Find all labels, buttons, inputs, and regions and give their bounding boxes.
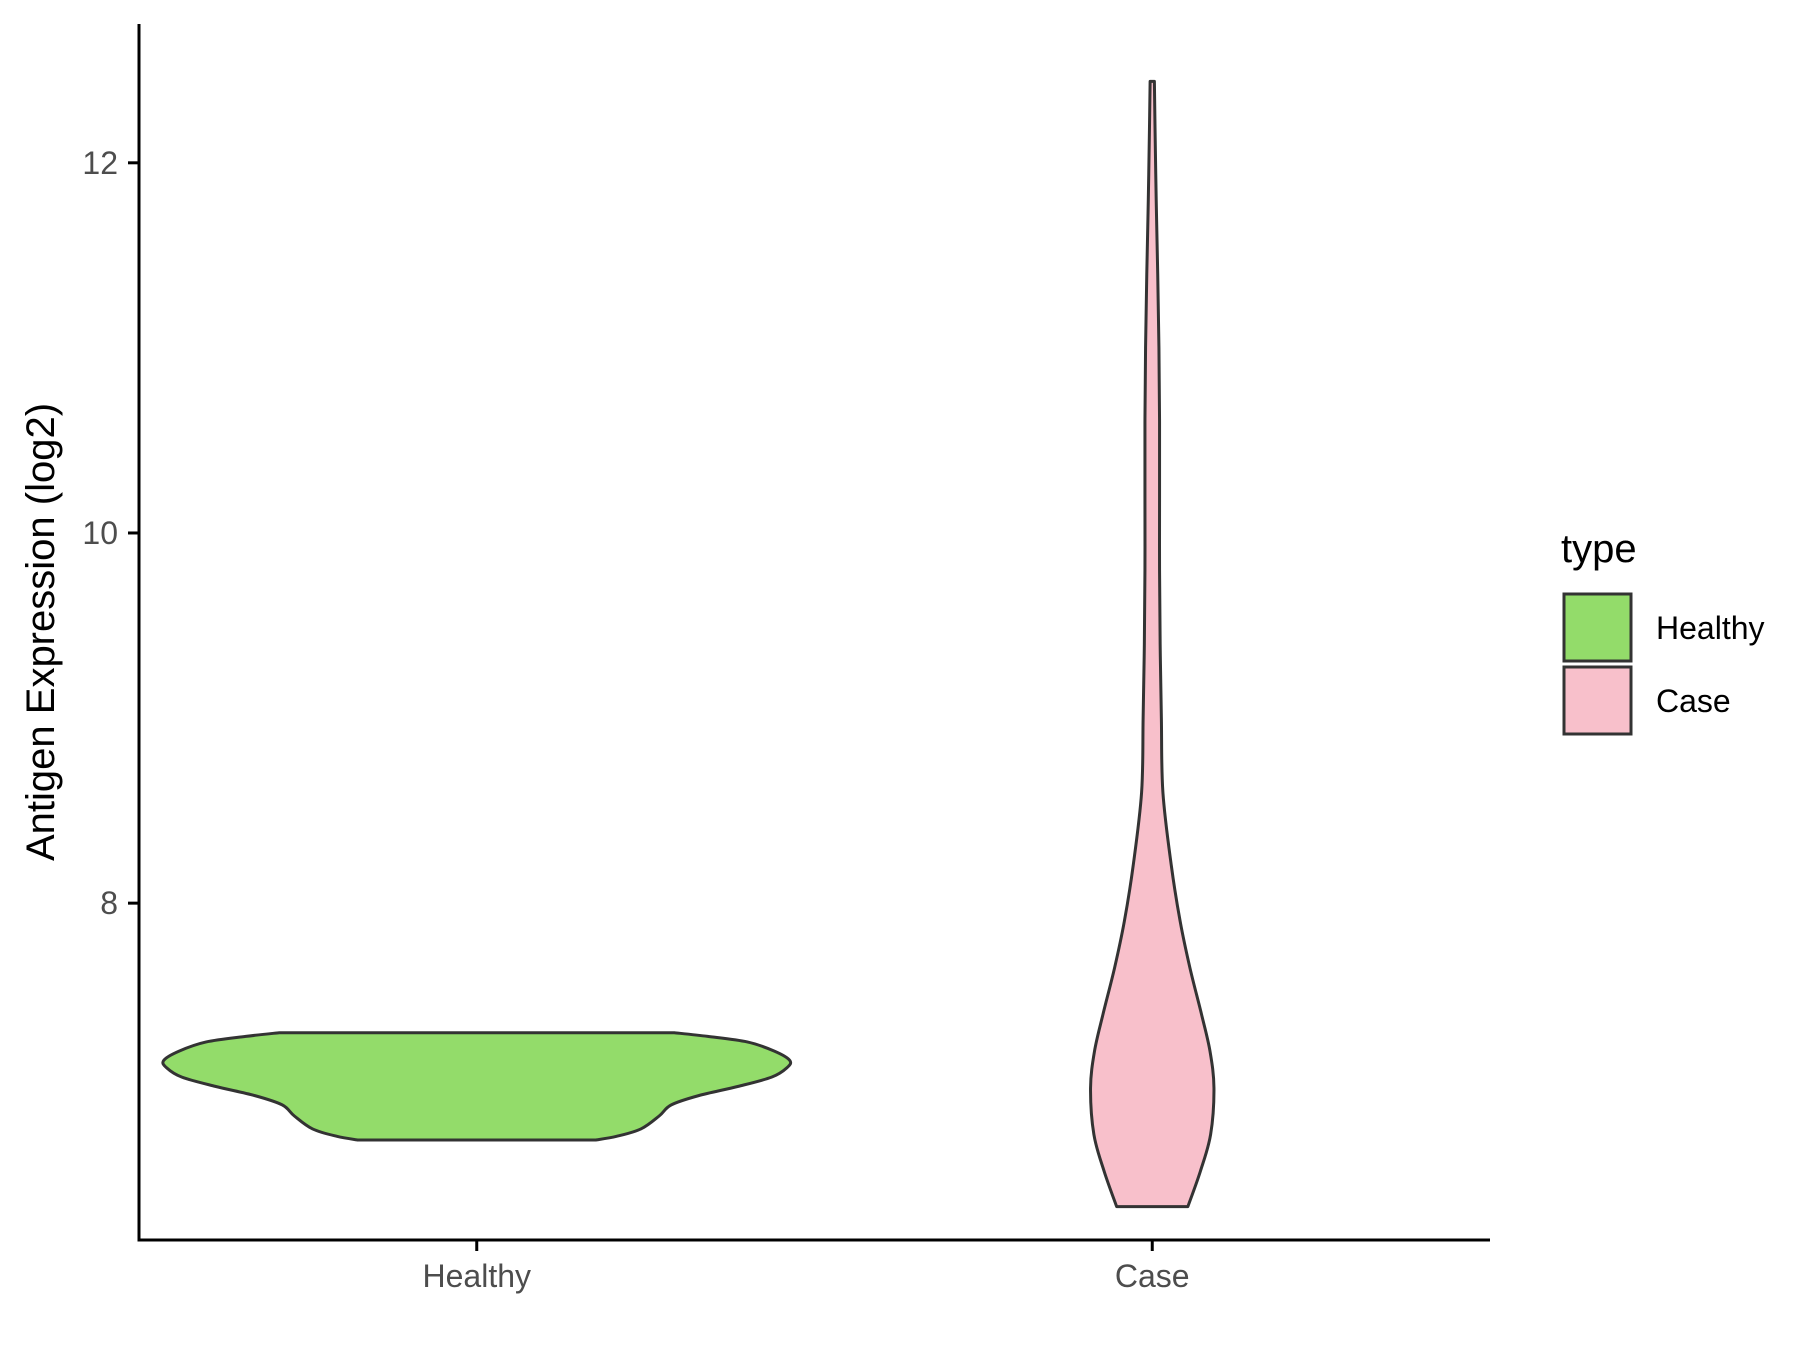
legend-key-healthy [1562,592,1633,663]
violin-healthy [161,1031,793,1142]
legend-label-healthy: Healthy [1656,610,1765,646]
axes-layer: 8 10 12 Healthy Case [82,24,1490,1294]
legend-label-case: Case [1656,683,1731,719]
violins-layer [161,79,1216,1209]
legend-key-case [1562,665,1633,736]
x-ticks: Healthy Case [423,1240,1190,1294]
legend-entries: Healthy Case [1562,592,1765,736]
x-tick-label: Healthy [423,1258,532,1294]
y-tick-label: 12 [82,145,118,181]
legend-title: type [1561,527,1637,571]
y-tick-label: 8 [100,885,118,921]
y-tick-label: 10 [82,515,118,551]
legend: type Healthy Case [1561,527,1765,736]
y-axis-title: Antigen Expression (log2) [19,403,63,861]
violin-case [1089,79,1216,1209]
y-ticks: 8 10 12 [82,145,139,921]
x-tick-label: Case [1115,1258,1190,1294]
